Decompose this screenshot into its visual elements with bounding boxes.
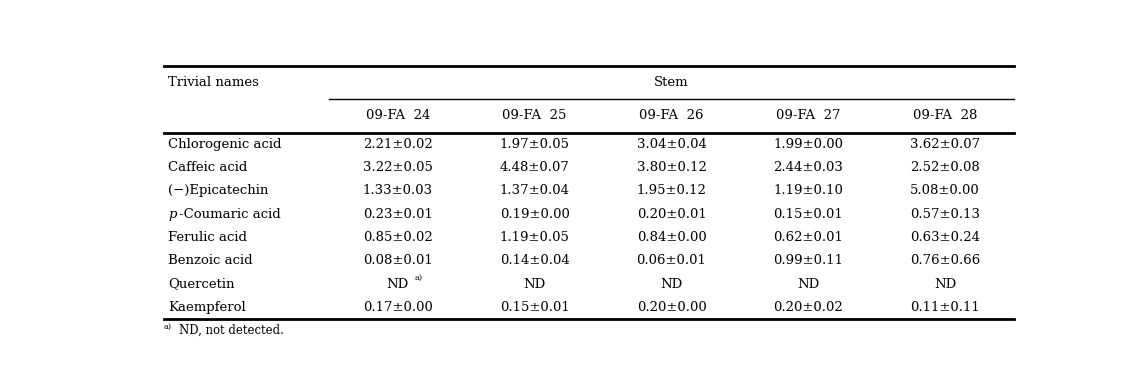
Text: 1.37±0.04: 1.37±0.04	[500, 184, 569, 197]
Text: (−)Epicatechin: (−)Epicatechin	[168, 184, 269, 197]
Text: 0.20±0.02: 0.20±0.02	[773, 301, 844, 314]
Text: ND, not detected.: ND, not detected.	[179, 324, 284, 337]
Text: 1.19±0.05: 1.19±0.05	[500, 231, 569, 244]
Text: 09-FA  28: 09-FA 28	[913, 110, 978, 122]
Text: 1.97±0.05: 1.97±0.05	[500, 138, 569, 151]
Text: 1.95±0.12: 1.95±0.12	[636, 184, 706, 197]
Text: 0.19±0.00: 0.19±0.00	[500, 208, 569, 221]
Text: ND: ND	[524, 277, 545, 291]
Text: ND: ND	[797, 277, 820, 291]
Text: Ferulic acid: Ferulic acid	[168, 231, 247, 244]
Text: 0.99±0.11: 0.99±0.11	[773, 254, 844, 267]
Text: Quercetin: Quercetin	[168, 277, 235, 291]
Text: Trivial names: Trivial names	[168, 76, 259, 89]
Text: 3.04±0.04: 3.04±0.04	[636, 138, 706, 151]
Text: 3.22±0.05: 3.22±0.05	[363, 161, 433, 174]
Text: Stem: Stem	[654, 76, 688, 89]
Text: 2.21±0.02: 2.21±0.02	[363, 138, 433, 151]
Text: 0.08±0.01: 0.08±0.01	[363, 254, 433, 267]
Text: 0.62±0.01: 0.62±0.01	[773, 231, 844, 244]
Text: 0.76±0.66: 0.76±0.66	[909, 254, 980, 267]
Text: -Coumaric acid: -Coumaric acid	[179, 208, 280, 221]
Text: 0.84±0.00: 0.84±0.00	[636, 231, 706, 244]
Text: 0.11±0.11: 0.11±0.11	[911, 301, 980, 314]
Text: 0.85±0.02: 0.85±0.02	[363, 231, 433, 244]
Text: 1.33±0.03: 1.33±0.03	[363, 184, 433, 197]
Text: 1.99±0.00: 1.99±0.00	[773, 138, 844, 151]
Text: ND: ND	[934, 277, 956, 291]
Text: 09-FA  25: 09-FA 25	[502, 110, 567, 122]
Text: a): a)	[163, 323, 172, 331]
Text: ND: ND	[387, 277, 409, 291]
Text: 0.57±0.13: 0.57±0.13	[911, 208, 980, 221]
Text: 5.08±0.00: 5.08±0.00	[911, 184, 980, 197]
Text: 2.52±0.08: 2.52±0.08	[911, 161, 980, 174]
Text: 0.23±0.01: 0.23±0.01	[363, 208, 433, 221]
Text: 09-FA  24: 09-FA 24	[365, 110, 430, 122]
Text: ND: ND	[660, 277, 683, 291]
Text: p: p	[168, 208, 177, 221]
Text: 1.19±0.10: 1.19±0.10	[773, 184, 844, 197]
Text: 2.44±0.03: 2.44±0.03	[773, 161, 844, 174]
Text: 3.80±0.12: 3.80±0.12	[636, 161, 706, 174]
Text: 0.06±0.01: 0.06±0.01	[636, 254, 706, 267]
Text: 09-FA  27: 09-FA 27	[776, 110, 840, 122]
Text: 0.14±0.04: 0.14±0.04	[500, 254, 569, 267]
Text: 4.48±0.07: 4.48±0.07	[500, 161, 569, 174]
Text: 3.62±0.07: 3.62±0.07	[911, 138, 980, 151]
Text: 0.15±0.01: 0.15±0.01	[500, 301, 569, 314]
Text: 0.20±0.01: 0.20±0.01	[636, 208, 706, 221]
Text: 0.15±0.01: 0.15±0.01	[773, 208, 844, 221]
Text: Benzoic acid: Benzoic acid	[168, 254, 253, 267]
Text: 0.17±0.00: 0.17±0.00	[363, 301, 433, 314]
Text: Chlorogenic acid: Chlorogenic acid	[168, 138, 281, 151]
Text: 0.63±0.24: 0.63±0.24	[911, 231, 980, 244]
Text: 0.20±0.00: 0.20±0.00	[636, 301, 706, 314]
Text: Kaempferol: Kaempferol	[168, 301, 246, 314]
Text: Caffeic acid: Caffeic acid	[168, 161, 247, 174]
Text: 09-FA  26: 09-FA 26	[640, 110, 704, 122]
Text: a): a)	[415, 274, 423, 282]
